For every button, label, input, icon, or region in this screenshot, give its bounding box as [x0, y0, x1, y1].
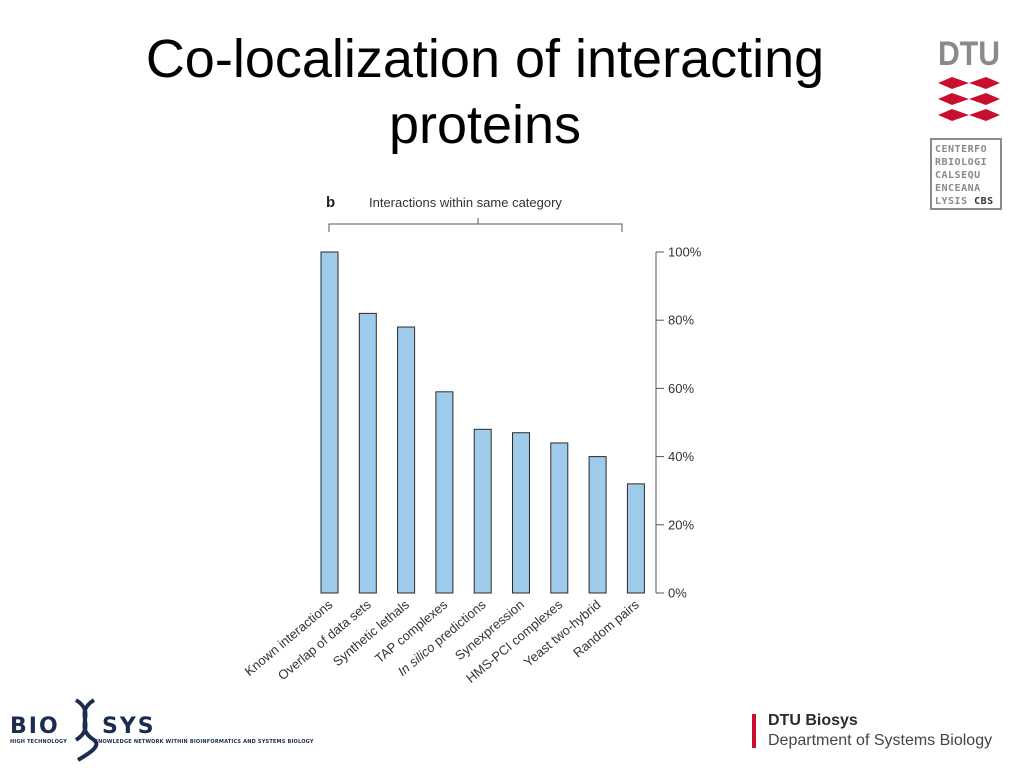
- chart-title: Interactions within same category: [369, 195, 562, 210]
- bar: [550, 442, 569, 594]
- biosys-word-right: SYS: [102, 714, 156, 739]
- dtu-biosys-name: DTU Biosys: [768, 712, 858, 729]
- bar: [358, 312, 377, 594]
- bars-group: [320, 251, 645, 594]
- dtu-logo-text: DTU: [938, 35, 1000, 73]
- dtu-wave-1: [938, 77, 1000, 89]
- bar: [320, 251, 339, 594]
- x-tick-label: Random pairs: [570, 596, 642, 660]
- y-tick-label: 80%: [668, 313, 694, 328]
- bar: [588, 456, 607, 594]
- dtu-wave-3: [938, 109, 1000, 121]
- biosys-word-left: BIO: [10, 714, 60, 739]
- cbs-logo-line: ENCEANA: [935, 183, 981, 194]
- cbs-logo: CENTERFO RBIOLOGI CALSEQU ENCEANA LYSIS …: [930, 138, 1002, 210]
- dtu-logo: DTU: [938, 35, 1000, 121]
- chart-panel-label: b: [326, 194, 335, 211]
- bar: [473, 428, 492, 594]
- biosys-logo: BIO SYS HIGH TECHNOLOGY KNOWLEDGE NETWOR…: [8, 696, 328, 762]
- slide-title-line-2: proteins: [388, 95, 582, 155]
- y-tick-label: 60%: [668, 381, 694, 396]
- y-tick-label: 40%: [668, 449, 694, 464]
- dtu-biosys-department: Department of Systems Biology: [768, 732, 993, 749]
- dtu-biosys-red-bar: [752, 714, 756, 748]
- y-ticks-group: 0% 20% 40% 60% 80% 100%: [656, 245, 702, 601]
- dtu-wave-2: [938, 93, 1000, 105]
- slide-title-line-1: Co-localization of interacting: [145, 29, 825, 89]
- biosys-subtitle-right: KNOWLEDGE NETWORK WITHIN BIOINFORMATICS …: [94, 739, 314, 745]
- bar: [397, 326, 416, 594]
- chart-title-bracket: [328, 218, 623, 232]
- biosys-subtitle-left: HIGH TECHNOLOGY: [10, 739, 68, 745]
- cbs-logo-line: LYSIS CBS: [935, 195, 998, 208]
- cbs-logo-cbs: CBS: [974, 196, 994, 207]
- y-tick-label: 0%: [668, 586, 687, 601]
- slide-title: Co-localization of interacting proteins: [60, 26, 910, 158]
- cbs-logo-lysis: LYSIS: [935, 196, 975, 207]
- cbs-logo-line: CENTERFO: [935, 144, 988, 155]
- dna-helix-icon: [74, 698, 99, 762]
- bar: [435, 391, 454, 594]
- bar: [626, 483, 645, 594]
- cbs-logo-line: RBIOLOGI: [935, 157, 988, 168]
- bar: [512, 432, 530, 594]
- y-tick-label: 100%: [668, 245, 702, 260]
- y-tick-label: 20%: [668, 517, 694, 532]
- cbs-logo-line: CALSEQU: [935, 170, 981, 181]
